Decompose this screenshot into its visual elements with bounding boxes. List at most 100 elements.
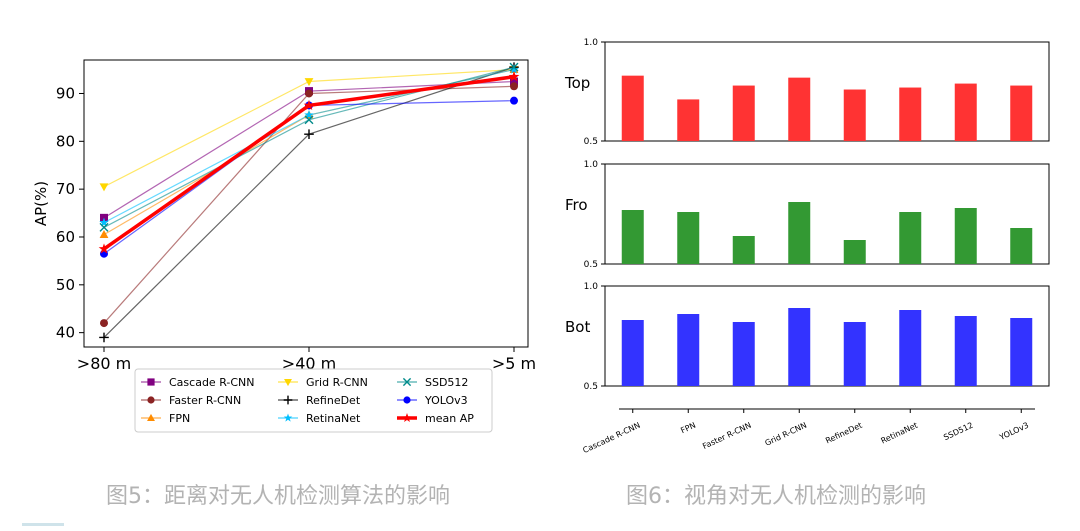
bar-ssd512: [954, 316, 977, 386]
legend-label: Faster R-CNN: [169, 394, 241, 407]
y-axis-label: AP(%): [32, 181, 50, 226]
x-tick-label: Grid R-CNN: [763, 421, 808, 448]
distance-ap-chart: 40 50 60 70 80 90 >80 m >40 m >5 m AP(%) Cascade …: [32, 59, 536, 433]
panel-label: Bot: [565, 318, 590, 336]
legend-entry-retinanet: RetinaNet: [278, 412, 361, 425]
series-faster-r-cnn: [100, 82, 518, 328]
bar-ssd512: [954, 83, 977, 141]
panel-frame: [604, 41, 1050, 142]
x-tick-label: RefineDet: [824, 421, 863, 446]
series-mean-ap: [98, 71, 520, 254]
data-point: [99, 229, 109, 238]
bar-retinanet: [899, 212, 922, 264]
legend-marker: [283, 413, 293, 422]
x-tick-label: Faster R-CNN: [701, 421, 752, 451]
bar-cascade-r-cnn: [621, 75, 644, 141]
bar-refinedet: [843, 89, 866, 141]
legend-label: Cascade R-CNN: [169, 376, 255, 389]
data-point: [304, 115, 314, 125]
legend-entry-refinedet: RefineDet: [278, 394, 361, 407]
y-tick-label: 1.0: [584, 282, 599, 292]
panel-fro: 0.5 1.0 Fro: [565, 160, 1050, 270]
bar-yolov3: [1010, 228, 1033, 264]
legend-entry-grid-r-cnn: Grid R-CNN: [278, 376, 368, 389]
data-point: [99, 332, 109, 343]
x-tick-label: SSD512: [942, 421, 974, 443]
legend-entry-fpn: FPN: [141, 412, 190, 425]
bar-faster-r-cnn: [732, 236, 755, 264]
figure-5-caption: 图5：距离对无人机检测算法的影响: [106, 484, 450, 509]
data-point: [305, 89, 313, 98]
bar-cascade-r-cnn: [621, 320, 644, 386]
data-point: [99, 222, 109, 232]
bar-grid-r-cnn: [788, 308, 811, 386]
data-point: [99, 217, 109, 227]
bar-fpn: [677, 99, 700, 141]
bar-yolov3: [1010, 85, 1033, 141]
data-point: [304, 129, 314, 139]
legend-marker: [147, 396, 155, 404]
bar-refinedet: [843, 240, 866, 264]
legend-label: YOLOv3: [424, 394, 468, 407]
y-tick-label: 0.5: [584, 260, 598, 270]
data-point: [304, 110, 314, 120]
bar-fpn: [677, 212, 700, 264]
y-tick-label: 40: [56, 324, 75, 342]
data-point: [99, 183, 109, 192]
y-tick-label: 90: [56, 84, 75, 102]
legend-entry-ssd512: SSD512: [397, 376, 468, 389]
data-point: [510, 82, 518, 91]
data-point: [98, 243, 110, 254]
figure-6-caption: 图6：视角对无人机检测的影响: [626, 484, 926, 509]
data-point: [509, 64, 519, 74]
x-tick-label: >5 m: [492, 354, 536, 373]
bar-cascade-r-cnn: [621, 210, 644, 264]
panel-frame: [604, 285, 1050, 387]
x-tick-label: Cascade R-CNN: [581, 421, 641, 455]
panel-frame: [604, 163, 1050, 265]
data-point: [303, 99, 315, 110]
bar-grid-r-cnn: [788, 202, 811, 264]
legend-label: FPN: [169, 412, 190, 425]
data-point: [510, 96, 518, 105]
divider: [22, 523, 64, 526]
legend-label: mean AP: [425, 412, 474, 425]
panel-bot: 0.5 1.0 Bot: [565, 282, 1050, 392]
x-tick-label: FPN: [679, 421, 697, 436]
y-tick-label: 60: [56, 228, 75, 246]
x-tick-label: >80 m: [77, 354, 131, 373]
legend-entry-cascade-r-cnn: Cascade R-CNN: [141, 376, 255, 389]
viewpoint-bar-chart: 0.5 1.0 Top 0.5 1.0 Fro 0.5 1.0 Bot Cascade R-CNN…: [564, 38, 1050, 455]
data-point: [304, 78, 314, 87]
bar-refinedet: [843, 322, 866, 386]
panel-label: Top: [564, 74, 590, 92]
bar-faster-r-cnn: [732, 322, 755, 386]
legend-marker: [147, 413, 155, 422]
legend-marker: [403, 396, 411, 404]
y-tick-label: 70: [56, 180, 75, 198]
y-tick-label: 1.0: [584, 160, 599, 170]
legend-marker: [402, 413, 412, 423]
bar-yolov3: [1010, 318, 1033, 386]
bar-grid-r-cnn: [788, 77, 811, 141]
legend-marker: [283, 395, 293, 405]
legend-entry-yolov3: YOLOv3: [397, 394, 468, 407]
y-tick-label: 0.5: [584, 382, 598, 392]
data-point: [508, 71, 520, 82]
x-tick-label: YOLOv3: [997, 421, 1030, 443]
legend-entry-faster-r-cnn: Faster R-CNN: [141, 394, 241, 407]
bar-retinanet: [899, 310, 922, 386]
legend-entry-mean-ap: mean AP: [397, 412, 474, 425]
bar-faster-r-cnn: [732, 85, 755, 141]
y-tick-label: 50: [56, 276, 75, 294]
data-point: [510, 77, 518, 86]
bar-fpn: [677, 314, 700, 386]
x-tick-label: >40 m: [282, 354, 336, 373]
legend-label: RefineDet: [306, 394, 361, 407]
data-point: [509, 62, 519, 72]
bar-ssd512: [954, 208, 977, 264]
y-tick-label: 1.0: [584, 38, 599, 48]
panel-label: Fro: [565, 196, 588, 214]
data-point: [100, 319, 108, 328]
panel-top: 0.5 1.0 Top: [564, 38, 1050, 147]
